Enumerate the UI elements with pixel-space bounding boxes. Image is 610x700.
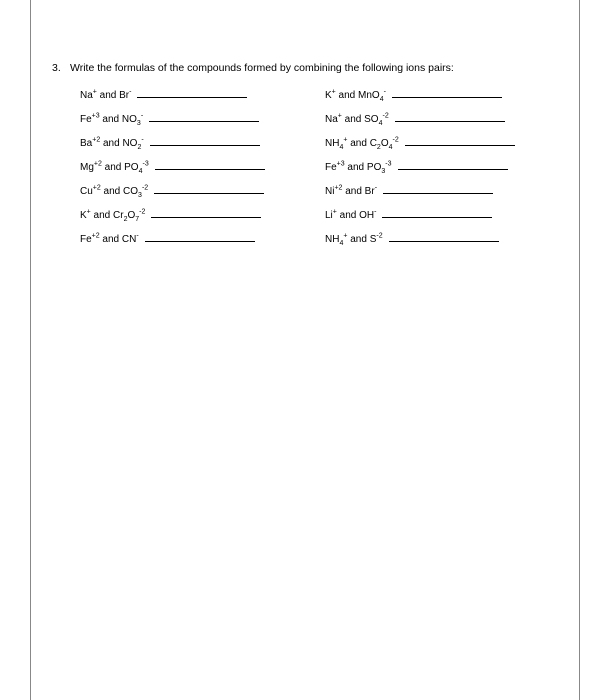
answer-blank[interactable] (383, 184, 493, 194)
ion-pair-row: Cu+2 and CO3-2 (80, 184, 317, 208)
ion-pair-row: K+ and MnO4- (325, 88, 562, 112)
question-line: 3. Write the formulas of the compounds f… (52, 62, 562, 74)
ion-pair-columns: Na+ and Br- Fe+3 and NO3- Ba+2 and NO2- Mg+… (80, 88, 562, 256)
ion-pair-row: Na+ and Br- (80, 88, 317, 112)
answer-blank[interactable] (405, 136, 515, 146)
ion-pair-row: Mg+2 and PO4-3 (80, 160, 317, 184)
ion-pair-label: Na+ and SO4-2 (325, 114, 389, 125)
question-text: Write the formulas of the compounds form… (70, 62, 562, 74)
answer-blank[interactable] (154, 184, 264, 194)
ion-pair-row: Fe+2 and CN- (80, 232, 317, 256)
ion-pair-label: Cu+2 and CO3-2 (80, 186, 148, 197)
answer-blank[interactable] (151, 208, 261, 218)
ion-pair-label: Ba+2 and NO2- (80, 138, 144, 149)
answer-blank[interactable] (145, 232, 255, 242)
answer-blank[interactable] (382, 208, 492, 218)
content-area: 3. Write the formulas of the compounds f… (52, 62, 562, 256)
ion-pair-label: Ni+2 and Br- (325, 186, 377, 197)
ion-pair-row: Ni+2 and Br- (325, 184, 562, 208)
answer-blank[interactable] (395, 112, 505, 122)
answer-blank[interactable] (137, 88, 247, 98)
ion-pair-label: K+ and MnO4- (325, 90, 386, 101)
ion-pair-row: Fe+3 and NO3- (80, 112, 317, 136)
question-number: 3. (52, 62, 70, 74)
ion-pair-label: Li+ and OH- (325, 210, 376, 221)
ion-pair-row: Ba+2 and NO2- (80, 136, 317, 160)
ion-pair-row: Li+ and OH- (325, 208, 562, 232)
ion-pair-label: NH4+ and S-2 (325, 234, 383, 245)
ion-pair-row: NH4+ and C2O4-2 (325, 136, 562, 160)
left-column: Na+ and Br- Fe+3 and NO3- Ba+2 and NO2- Mg+… (80, 88, 317, 256)
ion-pair-row: K+ and Cr2O7-2 (80, 208, 317, 232)
ion-pair-row: Fe+3 and PO3-3 (325, 160, 562, 184)
answer-blank[interactable] (155, 160, 265, 170)
answer-blank[interactable] (149, 112, 259, 122)
ion-pair-label: Fe+3 and PO3-3 (325, 162, 392, 173)
ion-pair-label: NH4+ and C2O4-2 (325, 138, 399, 149)
ion-pair-label: Mg+2 and PO4-3 (80, 162, 149, 173)
ion-pair-row: NH4+ and S-2 (325, 232, 562, 256)
answer-blank[interactable] (150, 136, 260, 146)
ion-pair-label: K+ and Cr2O7-2 (80, 210, 145, 221)
ion-pair-label: Na+ and Br- (80, 90, 131, 101)
right-column: K+ and MnO4- Na+ and SO4-2 NH4+ and C2O4-2… (325, 88, 562, 256)
answer-blank[interactable] (392, 88, 502, 98)
answer-blank[interactable] (389, 232, 499, 242)
answer-blank[interactable] (398, 160, 508, 170)
ion-pair-label: Fe+3 and NO3- (80, 114, 143, 125)
ion-pair-row: Na+ and SO4-2 (325, 112, 562, 136)
ion-pair-label: Fe+2 and CN- (80, 234, 139, 245)
